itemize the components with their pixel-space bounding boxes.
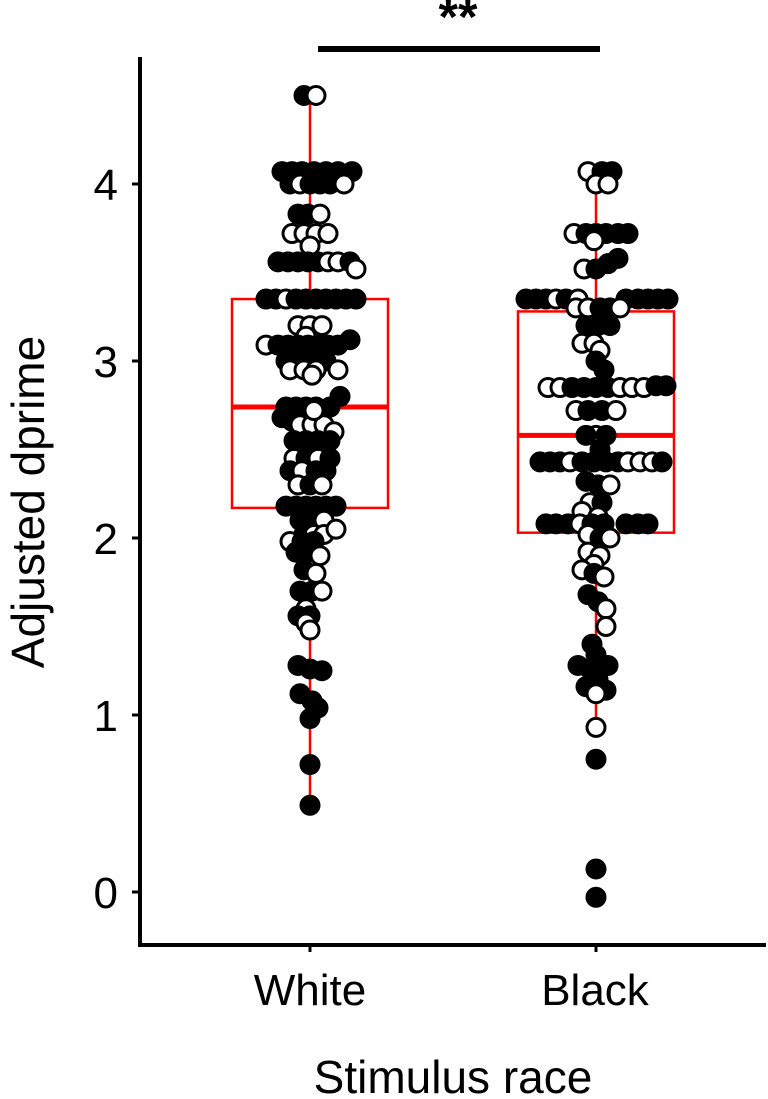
points-white — [255, 85, 367, 816]
data-point — [609, 297, 631, 319]
y-tick-label: 2 — [94, 515, 118, 564]
data-point — [325, 518, 347, 540]
data-point — [593, 359, 615, 381]
data-point — [599, 527, 621, 549]
data-point — [311, 315, 333, 337]
data-point — [311, 474, 333, 496]
data-point — [299, 794, 321, 816]
significance-annotation: ** — [318, 0, 600, 52]
data-point — [607, 247, 629, 269]
x-axis: White Black — [138, 943, 766, 1015]
data-point — [301, 364, 323, 386]
data-point — [585, 858, 607, 880]
points-black — [515, 161, 679, 908]
x-tick-label-black: Black — [541, 966, 650, 1015]
data-point — [655, 375, 677, 397]
data-point — [325, 495, 347, 517]
data-point — [305, 85, 327, 106]
y-tick-label: 1 — [94, 692, 118, 741]
data-point — [599, 315, 621, 337]
y-axis-title: Adjusted dprime — [2, 336, 54, 668]
data-point — [333, 173, 355, 195]
data-point — [299, 754, 321, 776]
data-point — [599, 474, 621, 496]
data-point — [617, 223, 639, 245]
data-point — [319, 430, 341, 452]
data-point — [585, 886, 607, 908]
data-point — [309, 203, 331, 225]
data-point — [585, 748, 607, 770]
data-point — [585, 716, 607, 738]
data-point — [583, 230, 605, 252]
data-point — [305, 562, 327, 584]
data-point — [595, 616, 617, 637]
data-point — [593, 566, 615, 588]
data-point — [651, 451, 673, 473]
data-point — [345, 288, 367, 310]
data-point — [303, 400, 325, 422]
y-tick-label: 4 — [94, 161, 118, 210]
data-point — [605, 400, 627, 422]
data-point — [597, 173, 619, 195]
x-tick-label-white: White — [254, 966, 366, 1015]
y-tick-label: 0 — [94, 869, 118, 918]
data-point — [299, 708, 321, 730]
data-point — [339, 329, 361, 351]
data-point — [637, 513, 659, 535]
significance-label: ** — [439, 0, 478, 45]
data-point — [309, 545, 331, 567]
y-tick-label: 3 — [94, 338, 118, 387]
data-point — [345, 258, 367, 280]
data-point — [311, 660, 333, 682]
data-point — [317, 223, 339, 245]
data-point — [585, 683, 607, 705]
points-layer — [255, 85, 679, 908]
data-point — [575, 424, 597, 446]
x-axis-title: Stimulus race — [314, 1051, 593, 1099]
data-point — [329, 385, 351, 407]
data-point — [657, 288, 679, 310]
data-point — [311, 580, 333, 602]
data-point — [595, 598, 617, 620]
data-point — [327, 359, 349, 381]
y-axis: 0 1 2 3 4 — [94, 57, 142, 946]
data-point — [299, 619, 321, 641]
